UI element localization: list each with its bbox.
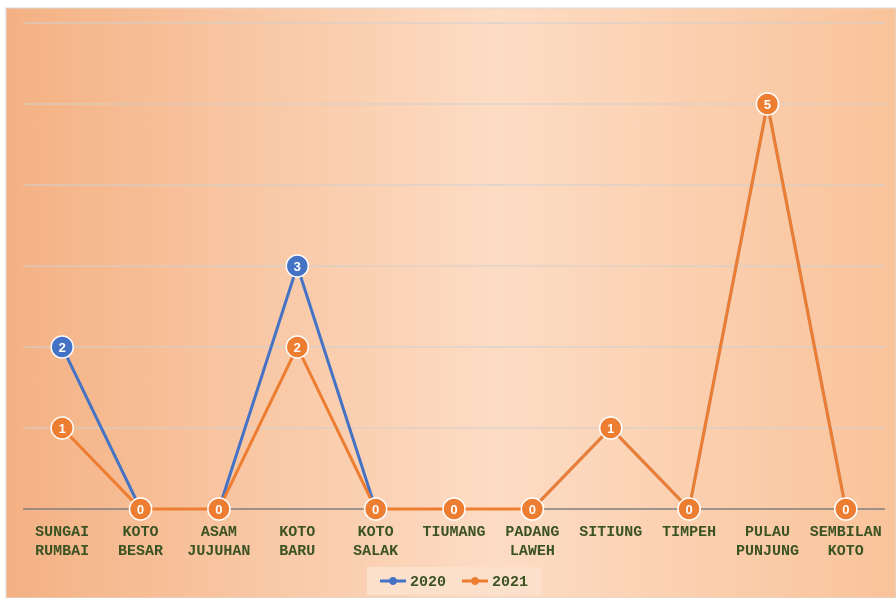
marker bbox=[834, 497, 858, 521]
legend-marker bbox=[389, 577, 397, 585]
x-tick-label: PUNJUNG bbox=[736, 543, 799, 560]
legend-marker bbox=[471, 577, 479, 585]
x-tick-label: TIMPEH bbox=[662, 524, 716, 541]
x-tick-label: RUMBAI bbox=[35, 543, 89, 560]
data-label: 0 bbox=[685, 502, 692, 517]
data-label: 0 bbox=[450, 502, 457, 517]
x-tick-label: JUJUHAN bbox=[187, 543, 250, 560]
x-tick-label: SUNGAI bbox=[35, 524, 89, 541]
marker bbox=[285, 254, 310, 278]
data-label: 0 bbox=[842, 502, 849, 517]
x-tick-label: PADANG bbox=[505, 524, 559, 541]
data-label: 5 bbox=[764, 97, 771, 112]
marker bbox=[363, 497, 388, 521]
x-tick-label: ASAM bbox=[201, 524, 237, 541]
x-tick-label: BESAR bbox=[118, 543, 163, 560]
x-tick-label: PULAU bbox=[745, 524, 790, 541]
marker bbox=[755, 92, 780, 116]
marker bbox=[128, 497, 153, 521]
legend-label: 2021 bbox=[492, 574, 528, 591]
data-label: 0 bbox=[529, 502, 536, 517]
x-tick-label: KOTO bbox=[279, 524, 315, 541]
marker bbox=[285, 335, 310, 359]
data-label: 2 bbox=[59, 340, 66, 355]
marker bbox=[598, 416, 623, 440]
data-label: 1 bbox=[607, 421, 614, 436]
x-tick-label: KOTO bbox=[123, 524, 159, 541]
marker bbox=[442, 497, 466, 521]
x-tick-label: SEMBILAN bbox=[810, 524, 882, 541]
x-tick-label: SITIUNG bbox=[579, 524, 642, 541]
data-label: 0 bbox=[137, 502, 144, 517]
data-label: 0 bbox=[372, 502, 379, 517]
x-tick-label: KOTO bbox=[828, 543, 864, 560]
x-tick-label: TIUMANG bbox=[422, 524, 485, 541]
legend-label: 2020 bbox=[410, 574, 446, 591]
data-label: 3 bbox=[294, 259, 301, 274]
marker bbox=[520, 497, 545, 521]
marker bbox=[207, 497, 231, 521]
x-tick-label: BARU bbox=[279, 543, 315, 560]
data-label: 1 bbox=[59, 421, 66, 436]
data-label: 2 bbox=[294, 340, 301, 355]
x-tick-label: KOTO bbox=[358, 524, 394, 541]
marker bbox=[50, 335, 74, 359]
marker bbox=[677, 497, 701, 521]
x-tick-label: SALAK bbox=[353, 543, 398, 560]
x-tick-label: LAWEH bbox=[510, 543, 555, 560]
marker bbox=[50, 416, 74, 440]
data-label: 0 bbox=[215, 502, 222, 517]
